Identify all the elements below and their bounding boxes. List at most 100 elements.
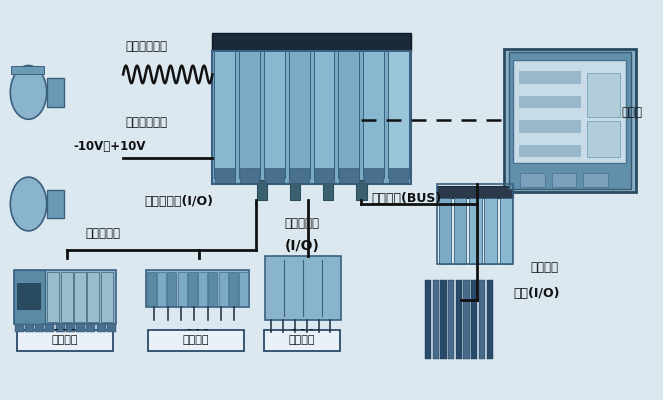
Bar xyxy=(219,272,227,306)
Bar xyxy=(454,198,467,264)
Bar xyxy=(290,168,309,183)
Bar xyxy=(188,272,197,306)
Bar xyxy=(503,48,636,192)
Bar xyxy=(314,168,333,183)
Text: 多路输入口: 多路输入口 xyxy=(284,218,319,230)
Bar xyxy=(157,272,166,306)
Bar xyxy=(61,272,73,322)
Bar xyxy=(439,198,452,264)
Bar xyxy=(240,168,259,183)
Bar xyxy=(487,280,493,360)
Bar xyxy=(463,280,470,360)
Bar xyxy=(212,32,411,51)
Bar xyxy=(47,272,60,322)
Bar xyxy=(265,256,341,320)
Bar xyxy=(86,324,95,332)
Bar xyxy=(17,282,40,309)
Bar xyxy=(239,272,248,306)
Text: - - -: - - - xyxy=(292,323,314,336)
Bar xyxy=(363,51,384,178)
Text: 触摸屏: 触摸屏 xyxy=(621,106,642,119)
Bar xyxy=(323,180,333,200)
Bar xyxy=(56,324,64,332)
Bar xyxy=(229,272,238,306)
Bar xyxy=(440,280,447,360)
Bar xyxy=(520,173,545,187)
Bar xyxy=(101,272,113,322)
Bar xyxy=(469,198,482,264)
Bar xyxy=(509,52,631,189)
Bar xyxy=(88,272,99,322)
Bar xyxy=(587,74,621,117)
Bar xyxy=(47,78,64,107)
Bar xyxy=(499,198,512,264)
Bar xyxy=(364,168,383,183)
Bar xyxy=(425,280,431,360)
Bar xyxy=(239,51,260,178)
Text: 多路脉冲输出: 多路脉冲输出 xyxy=(125,40,167,53)
Bar xyxy=(485,198,497,264)
Bar xyxy=(168,272,176,306)
Bar xyxy=(76,324,85,332)
Bar xyxy=(513,60,626,163)
Ellipse shape xyxy=(11,177,46,231)
Bar xyxy=(289,51,310,178)
Text: - - -: - - - xyxy=(187,323,209,336)
Bar xyxy=(45,324,54,332)
Bar xyxy=(147,270,249,307)
Bar xyxy=(148,330,243,352)
Text: 多个从站: 多个从站 xyxy=(530,261,558,274)
Bar xyxy=(438,186,513,198)
Bar xyxy=(356,180,367,200)
Text: (I/O): (I/O) xyxy=(284,239,319,253)
Bar xyxy=(448,280,454,360)
Bar xyxy=(212,51,411,184)
Bar xyxy=(107,324,116,332)
Bar xyxy=(290,180,300,200)
Bar xyxy=(11,66,44,74)
Bar xyxy=(47,190,64,218)
Bar xyxy=(338,51,359,178)
Bar xyxy=(147,272,156,306)
Bar xyxy=(214,51,235,178)
Text: 远程(I/O): 远程(I/O) xyxy=(513,287,560,300)
Bar xyxy=(339,168,359,183)
Bar xyxy=(552,173,576,187)
Bar xyxy=(208,272,217,306)
Text: 过程控制: 过程控制 xyxy=(52,336,78,346)
Text: 多路输出口(I/O): 多路输出口(I/O) xyxy=(145,196,214,208)
Bar xyxy=(35,324,44,332)
Ellipse shape xyxy=(11,66,46,119)
Bar xyxy=(14,270,117,324)
Bar xyxy=(518,71,581,84)
Bar xyxy=(198,272,207,306)
Bar xyxy=(215,168,235,183)
Text: 多种总线(BUS): 多种总线(BUS) xyxy=(371,192,442,204)
Bar xyxy=(74,272,86,322)
Bar xyxy=(518,96,581,108)
Bar xyxy=(14,270,44,324)
Text: 各种继电器: 各种继电器 xyxy=(86,227,121,240)
Text: 检测信号: 检测信号 xyxy=(289,336,316,346)
Bar xyxy=(314,51,334,178)
Bar xyxy=(264,51,285,178)
Bar xyxy=(518,120,581,133)
Text: 过程控制: 过程控制 xyxy=(182,336,209,346)
Bar xyxy=(389,168,408,183)
Bar xyxy=(479,280,485,360)
Bar xyxy=(388,51,409,178)
Bar xyxy=(438,184,513,264)
Bar xyxy=(587,121,621,157)
Bar xyxy=(178,272,186,306)
Bar xyxy=(97,324,105,332)
Bar xyxy=(66,324,75,332)
Bar xyxy=(432,280,439,360)
Bar xyxy=(257,180,267,200)
Bar xyxy=(15,324,23,332)
Bar xyxy=(264,330,340,352)
Bar xyxy=(17,330,113,352)
Text: 多路模拟输出: 多路模拟输出 xyxy=(125,116,167,129)
Bar xyxy=(265,168,284,183)
Bar xyxy=(518,145,581,157)
Bar xyxy=(583,173,608,187)
